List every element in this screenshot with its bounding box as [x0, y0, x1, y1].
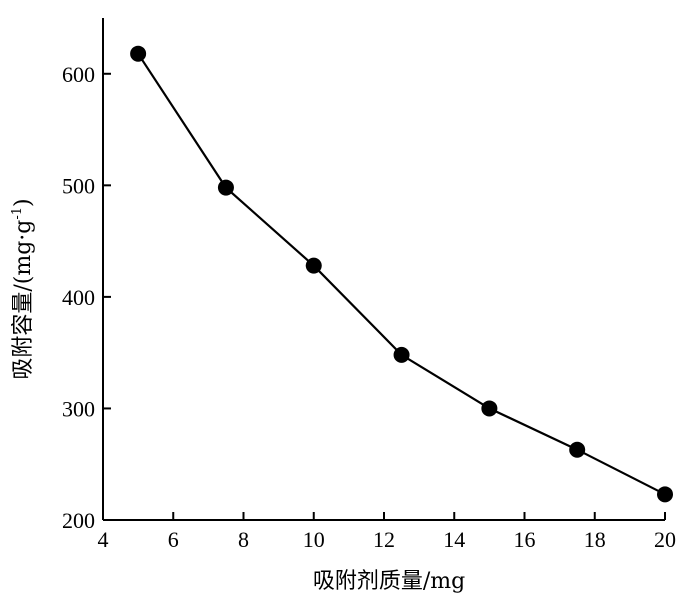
x-tick-label: 16 — [514, 527, 536, 552]
x-tick-label: 14 — [443, 527, 465, 552]
data-point — [217, 179, 234, 196]
data-point — [393, 346, 410, 363]
data-point — [305, 257, 322, 274]
y-ticks: 200 300 400 500 600 — [62, 62, 111, 533]
y-tick-label: 500 — [62, 173, 95, 198]
series-line — [137, 53, 666, 496]
x-tick-label: 4 — [98, 527, 109, 552]
y-tick-label: 200 — [62, 508, 95, 533]
data-points — [130, 45, 673, 503]
data-point — [657, 486, 673, 503]
y-tick-label: 300 — [62, 396, 95, 421]
data-point — [130, 45, 147, 62]
x-tick-label: 10 — [303, 527, 325, 552]
y-axis-title: 吸附容量/(mg·g-1) — [10, 198, 36, 379]
x-tick-label: 6 — [168, 527, 179, 552]
y-axis-title-main: 吸附容量/(mg·g — [11, 220, 36, 380]
x-tick-label: 18 — [584, 527, 606, 552]
x-ticks: 4 6 8 10 12 14 16 18 20 — [98, 512, 676, 552]
y-axis-title-superscript: -1 — [10, 207, 25, 220]
y-tick-label: 400 — [62, 285, 95, 310]
data-point — [569, 441, 586, 458]
data-point — [481, 400, 498, 417]
x-tick-label: 8 — [238, 527, 249, 552]
y-tick-label: 600 — [62, 62, 95, 87]
x-tick-label: 20 — [654, 527, 676, 552]
x-axis-title: 吸附剂质量/mg — [313, 569, 465, 594]
y-axis-title-end: ) — [11, 198, 36, 207]
x-tick-label: 12 — [373, 527, 395, 552]
